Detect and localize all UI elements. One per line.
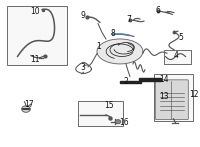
Text: 14: 14 bbox=[159, 75, 169, 84]
Bar bbox=[154, 74, 193, 121]
Text: 3: 3 bbox=[81, 63, 85, 72]
Circle shape bbox=[22, 106, 30, 112]
Text: 12: 12 bbox=[189, 90, 199, 99]
Bar bbox=[120, 81, 141, 83]
Text: 7: 7 bbox=[126, 15, 131, 24]
Polygon shape bbox=[97, 39, 143, 64]
Text: 9: 9 bbox=[81, 11, 85, 20]
Bar bbox=[78, 101, 123, 126]
Text: 10: 10 bbox=[30, 6, 40, 16]
Text: 8: 8 bbox=[111, 29, 115, 38]
Circle shape bbox=[115, 120, 121, 124]
Text: 15: 15 bbox=[104, 101, 114, 110]
Text: 11: 11 bbox=[30, 55, 40, 64]
Bar bbox=[164, 50, 191, 64]
Text: 13: 13 bbox=[159, 92, 169, 101]
Bar bbox=[7, 6, 67, 65]
Text: 1: 1 bbox=[97, 42, 101, 51]
Text: 16: 16 bbox=[119, 118, 129, 127]
Bar bbox=[139, 78, 161, 81]
Text: 6: 6 bbox=[155, 6, 160, 15]
FancyBboxPatch shape bbox=[155, 80, 188, 120]
Text: 17: 17 bbox=[24, 100, 34, 109]
Text: 2: 2 bbox=[124, 77, 128, 86]
Text: 5: 5 bbox=[178, 33, 183, 42]
Text: 4: 4 bbox=[173, 51, 178, 60]
